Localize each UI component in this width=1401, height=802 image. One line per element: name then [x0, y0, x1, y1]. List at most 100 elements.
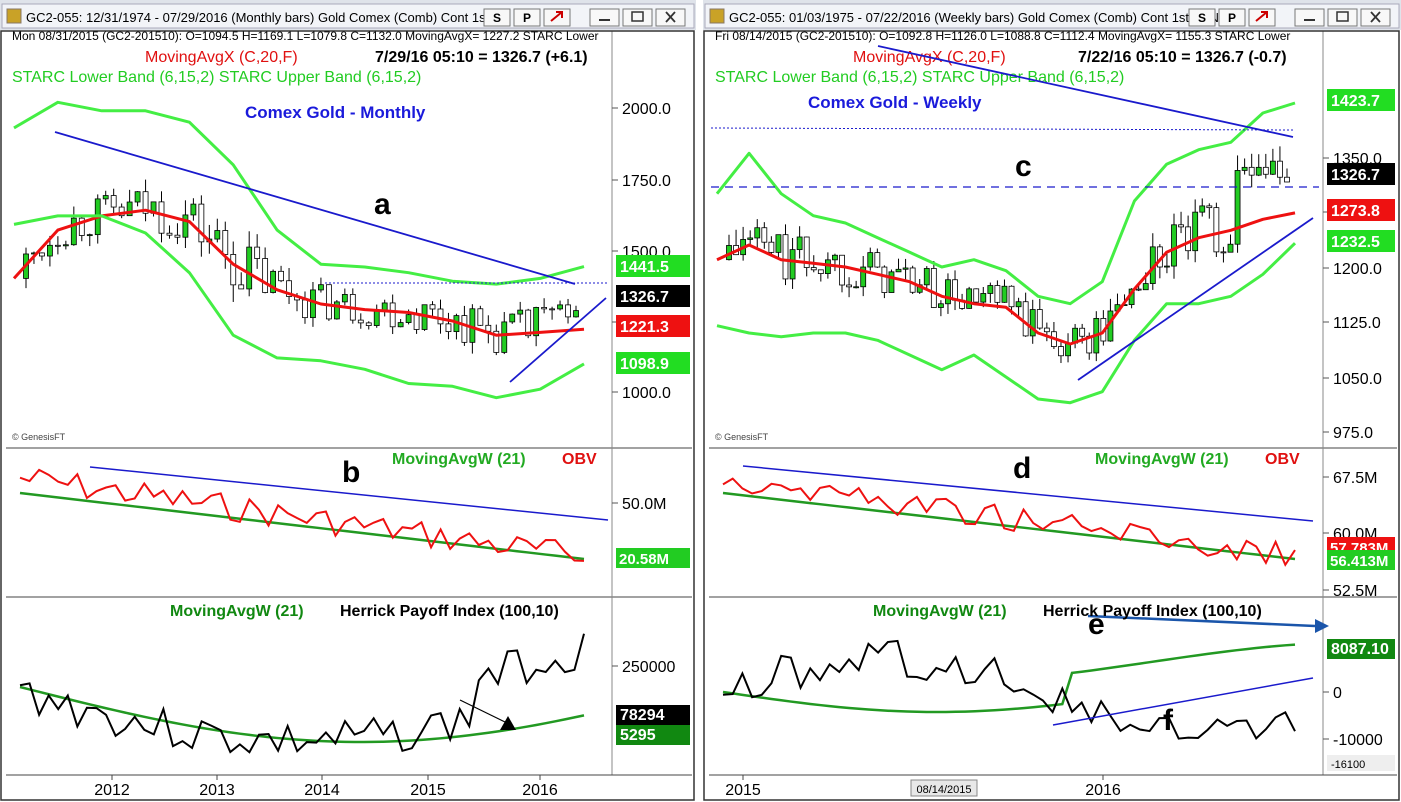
obv-trendline [89, 466, 609, 521]
candle [389, 294, 396, 335]
candle [817, 269, 824, 282]
obv-trendline [742, 465, 1314, 522]
candle [565, 298, 571, 324]
candle [1284, 168, 1290, 183]
app-icon [6, 8, 22, 24]
candle [118, 203, 125, 219]
annotation-label-b: b [342, 456, 360, 489]
price-badge [1327, 230, 1395, 252]
x-tick-label: 2013 [199, 782, 235, 799]
candle [1241, 158, 1248, 175]
price-badge-label: 1232.5 [1331, 234, 1380, 251]
chart-title: Comex Gold - Weekly [808, 93, 982, 112]
candle [230, 241, 237, 302]
obv-badge-label: 56.413M [1330, 553, 1388, 570]
candle [246, 231, 253, 297]
candle [945, 273, 951, 314]
candle [134, 191, 141, 207]
obv-line [19, 468, 585, 562]
hpi-support-trendline [1052, 677, 1314, 726]
toolbar-button-label: S [1198, 11, 1206, 25]
candle [1206, 203, 1213, 219]
info-line: Mon 08/31/2015 (GC2-201510): O=1094.5 H=… [12, 29, 599, 43]
obv-tick-label: 67.5M [1333, 470, 1377, 487]
candle [365, 321, 372, 330]
candle [573, 305, 579, 318]
app-icon [709, 8, 725, 24]
hpi-badge [616, 705, 690, 725]
toolbar-button-s[interactable] [1188, 8, 1216, 27]
external-link-button[interactable] [543, 8, 571, 27]
toolbar-button-label: S [493, 11, 501, 25]
candle [166, 225, 173, 239]
candle [1220, 246, 1227, 263]
candle [1171, 213, 1177, 279]
cursor-date-box [910, 779, 978, 797]
resistance-trendline [54, 131, 576, 285]
hpi-badge-label: 8087.10 [1331, 641, 1389, 658]
hpi-badge-label: -16100 [1331, 759, 1365, 771]
restore-button[interactable] [622, 8, 653, 27]
obv-ma-line [722, 491, 1296, 561]
candle [987, 282, 994, 303]
candle [966, 286, 973, 309]
price-tick-label: 975.0 [1333, 425, 1373, 442]
candle [1164, 251, 1170, 274]
obv-label: OBV [562, 451, 597, 468]
chart-svg: GC2-055: 12/31/1974 - 07/29/2016 (Monthl… [0, 0, 696, 801]
candle [1269, 148, 1276, 175]
window-title: GC2-055: 12/31/1974 - 07/29/2016 (Monthl… [26, 10, 506, 25]
candle [832, 253, 838, 272]
candle [1185, 215, 1192, 260]
title-bar [1, 3, 695, 29]
toolbar-button-label: P [1228, 11, 1236, 25]
hpi-label: Herrick Payoff Index (100,10) [340, 603, 559, 620]
info-line: Fri 08/14/2015 (GC2-201510): O=1092.8 H=… [715, 29, 1290, 43]
window-border [703, 30, 1400, 801]
restore-icon [1336, 11, 1349, 22]
price-badge-label: 1326.7 [1331, 167, 1380, 184]
chart-svg: GC2-055: 01/03/1975 - 07/22/2016 (Weekly… [703, 0, 1401, 801]
triangle-marker [500, 716, 516, 730]
x-tick-label: 2015 [725, 782, 761, 799]
price-badge-label: 1423.7 [1331, 93, 1380, 110]
candle [1058, 340, 1064, 364]
candle [1001, 279, 1008, 303]
candle [775, 234, 782, 259]
candle [1262, 153, 1269, 179]
weekly-chart-window: GC2-055: 01/03/1975 - 07/22/2016 (Weekly… [703, 0, 1401, 802]
toolbar-button-p[interactable] [1218, 8, 1246, 27]
annotation-label-f: f [1163, 704, 1174, 737]
series-line-starc-lower [13, 214, 585, 400]
candle [517, 301, 524, 323]
minimize-button[interactable] [1294, 8, 1325, 27]
candle [278, 265, 284, 283]
ma-label: MovingAvgX (C,20,F) [145, 49, 298, 66]
obv-label: OBV [1265, 451, 1300, 468]
external-link-icon [1255, 11, 1268, 22]
restore-button[interactable] [1327, 8, 1358, 27]
title-bar [704, 3, 1400, 29]
candle [549, 306, 555, 320]
candle [174, 223, 181, 245]
price-badge-label: 1098.9 [620, 356, 669, 373]
toolbar-button-p[interactable] [513, 8, 541, 27]
minimize-button[interactable] [589, 8, 620, 27]
annotation-label-e: e [1088, 608, 1105, 641]
x-tick-label: 2014 [304, 782, 340, 799]
restore-icon [631, 11, 644, 22]
price-badge-label: 1326.7 [620, 289, 669, 306]
price-status: 7/22/16 05:10 = 1326.7 (-0.7) [1078, 49, 1287, 66]
obv-tick-label: 52.5M [1333, 583, 1377, 600]
candle [190, 198, 197, 221]
price-badge [616, 315, 690, 337]
hpi-ma-label: MovingAvgW (21) [170, 603, 304, 620]
candle [102, 190, 109, 205]
hpi-tick-label: 0 [1333, 685, 1342, 702]
external-link-button[interactable] [1248, 8, 1276, 27]
annotation-label-d: d [1013, 452, 1031, 485]
toolbar-button-s[interactable] [483, 8, 511, 27]
candle [286, 268, 292, 304]
candle [214, 218, 221, 243]
obv-badge [616, 548, 690, 568]
